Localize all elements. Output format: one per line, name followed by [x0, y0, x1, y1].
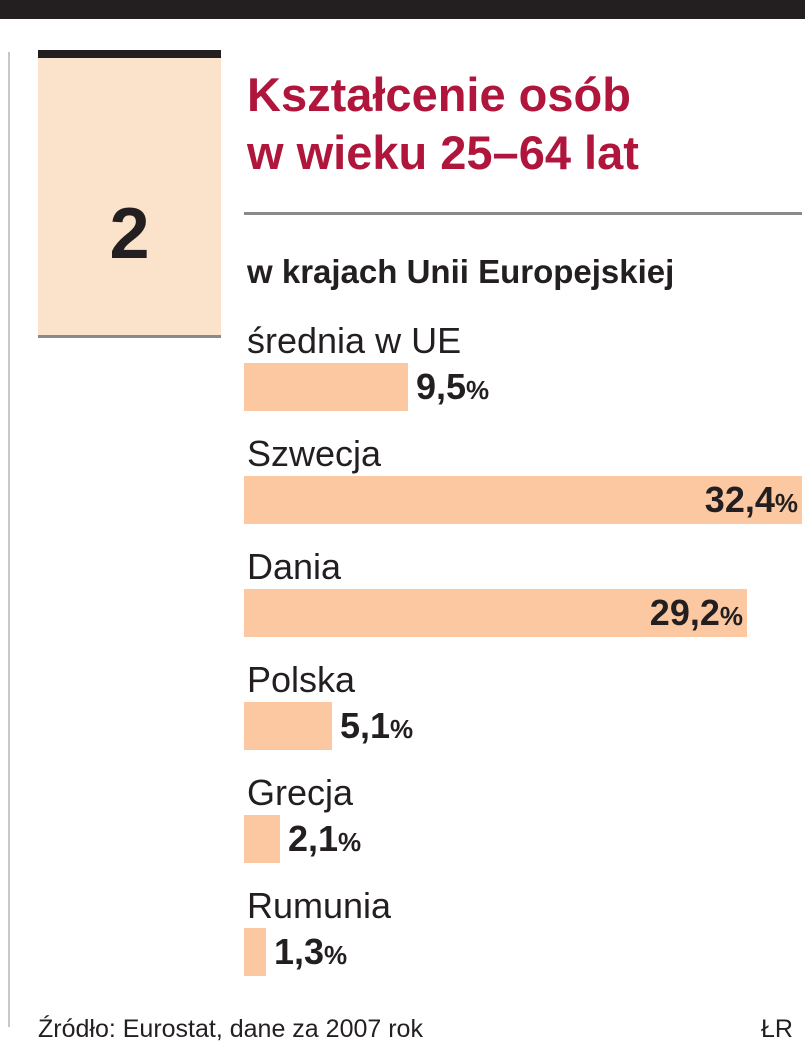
graphic-number: 2: [109, 194, 150, 274]
bar-value-label: 1,3%: [274, 928, 347, 976]
chart-title: Kształcenie osób w wieku 25–64 lat: [247, 66, 797, 182]
chart-subtitle: w krajach Unii Europejskiej: [247, 253, 675, 290]
bar: [244, 476, 802, 524]
bar-value-label: 5,1%: [340, 702, 413, 750]
bar: [244, 928, 266, 976]
left-rule: [8, 52, 10, 1027]
bar-category-label: Rumunia: [247, 885, 392, 926]
top-rule: [0, 0, 805, 19]
bar-value-number: 29,2: [649, 592, 720, 633]
bar-value-number: 1,3: [274, 931, 325, 972]
chart-title-line-2: w wieku 25–64 lat: [247, 126, 639, 179]
bar: [244, 815, 280, 863]
bar-value-number: 5,1: [340, 705, 391, 746]
author-credit: ŁR: [761, 1015, 793, 1043]
bar-value-unit: %: [390, 714, 414, 744]
bar-value-unit: %: [774, 488, 798, 518]
bar: [244, 363, 408, 411]
bar-value-unit: %: [719, 601, 743, 631]
bar-value-unit: %: [466, 375, 490, 405]
bar-category-label: Grecja: [247, 772, 354, 813]
bar-value-label: 9,5%: [416, 363, 489, 411]
bar-value-number: 9,5: [416, 366, 467, 407]
bar-category-label: Polska: [247, 659, 356, 700]
source-note: Źródło: Eurostat, dane za 2007 rok: [38, 1015, 423, 1043]
bar: [244, 702, 332, 750]
title-divider: [244, 212, 802, 215]
bar-value-number: 2,1: [288, 818, 339, 859]
bar-value-label: 29,2%: [650, 589, 743, 637]
bar-value-unit: %: [324, 940, 348, 970]
bar-value-label: 2,1%: [288, 815, 361, 863]
bar-category-label: średnia w UE: [247, 320, 462, 361]
bar-value-unit: %: [338, 827, 362, 857]
bar-value-label: 32,4%: [705, 476, 798, 524]
bar: [244, 589, 747, 637]
bar-value-number: 32,4: [704, 479, 775, 520]
graphic-number-box: 2: [38, 50, 221, 338]
chart-title-line-1: Kształcenie osób: [247, 68, 631, 121]
bar-category-label: Szwecja: [247, 433, 382, 474]
bar-category-label: Dania: [247, 546, 342, 587]
